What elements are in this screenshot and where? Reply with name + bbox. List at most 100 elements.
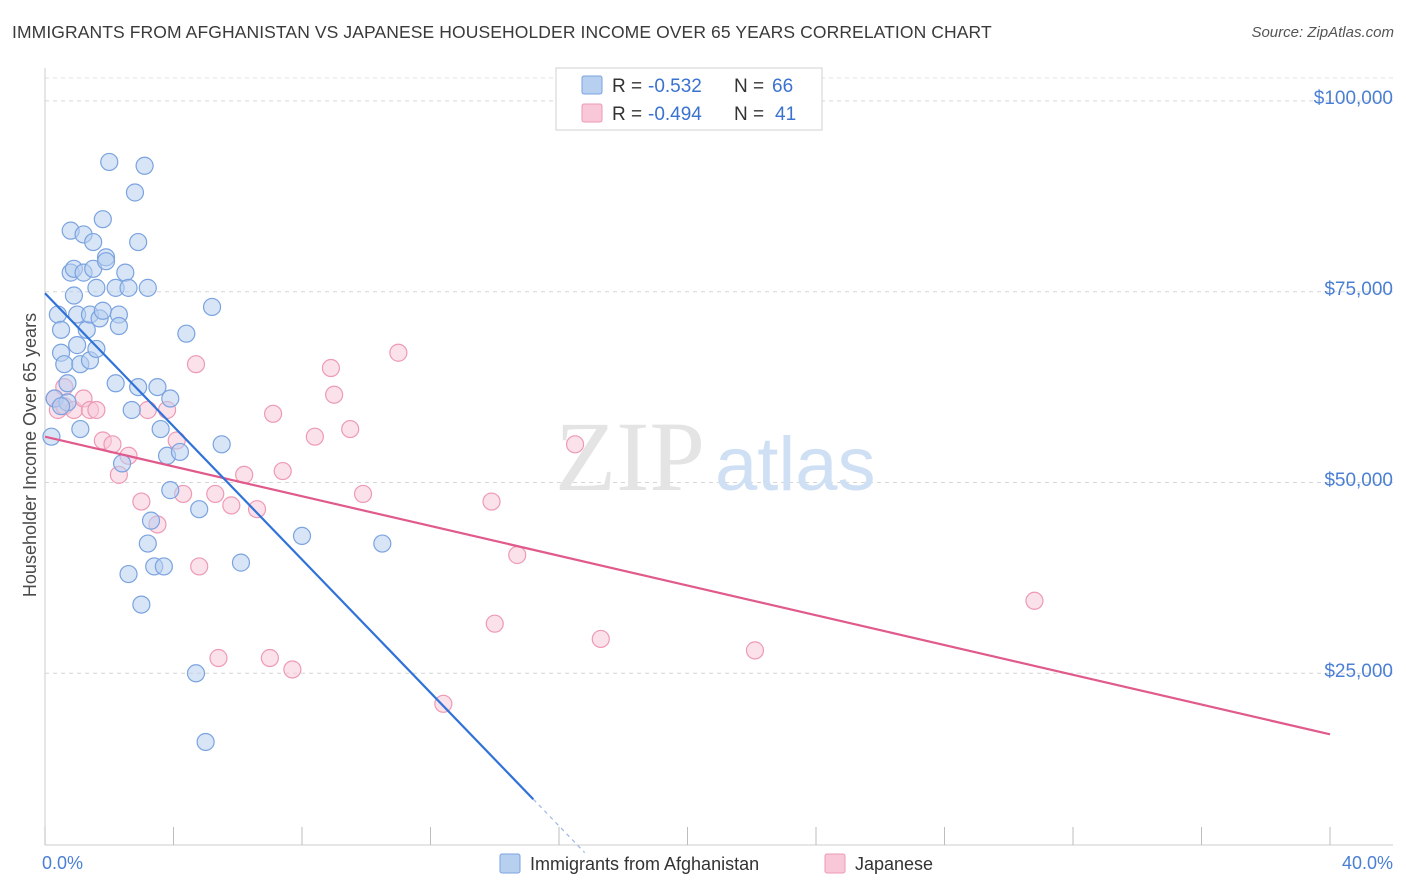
japanese-point-31	[325, 385, 344, 404]
afghanistan-point-0	[42, 427, 61, 446]
legend-blue-r-value: -0.532	[648, 76, 702, 97]
japanese-point-18	[186, 355, 206, 374]
afghanistan-point-58	[190, 500, 209, 519]
afghanistan-point-6	[58, 374, 77, 393]
japanese-point-42	[1025, 591, 1044, 610]
japanese-trend-line	[44, 435, 1331, 736]
afghanistan-point-29	[96, 252, 116, 271]
japanese-point-32	[341, 419, 360, 439]
afghanistan-point-5	[55, 355, 74, 374]
legend-bottom-blue-swatch	[499, 853, 521, 874]
japanese-point-40	[591, 629, 610, 649]
japanese-point-28	[283, 660, 302, 679]
japanese-point-36	[482, 492, 501, 511]
afghanistan-point-50	[151, 419, 170, 439]
y-tick-50000: $50,000	[1324, 470, 1393, 491]
legend-bottom-japanese: Japanese	[855, 854, 933, 874]
afghanistan-point-15	[71, 419, 90, 439]
afghanistan-point-21	[84, 232, 103, 252]
grid	[44, 68, 1393, 846]
japanese-point-30	[321, 358, 341, 378]
legend-pink-n-label: N =	[734, 104, 764, 125]
watermark-atlas: atlas	[715, 422, 876, 507]
legend-blue-n-value: 66	[772, 76, 793, 97]
afghanistan-point-62	[231, 553, 251, 572]
watermark-zip: ZIP	[555, 401, 705, 512]
afghanistan-point-59	[196, 732, 215, 752]
afghanistan-point-41	[129, 232, 148, 252]
japanese-point-26	[263, 404, 283, 423]
japanese-point-13	[138, 400, 157, 420]
y-axis-label: Householder Income Over 65 years	[20, 313, 40, 597]
japanese-point-19	[190, 557, 209, 576]
japanese-point-20	[206, 484, 225, 504]
chart-source: Source: ZipAtlas.com	[1251, 24, 1394, 41]
japanese-point-21	[209, 648, 228, 668]
afghanistan-point-44	[135, 156, 154, 175]
afghanistan-point-60	[202, 297, 222, 317]
legend-pink-n-value: 41	[775, 104, 796, 125]
japanese-point-29	[305, 427, 324, 446]
legend-top: R = -0.532 N = 66 R = -0.494 N = 41	[555, 67, 823, 131]
x-tick-max: 40.0%	[1342, 853, 1393, 873]
japanese-point-35	[434, 694, 453, 713]
afghanistan-point-64	[373, 534, 392, 553]
japanese-point-7	[87, 400, 106, 420]
afghanistan-point-27	[93, 210, 112, 229]
y-tick-25000: $25,000	[1324, 661, 1393, 682]
japanese-point-27	[273, 461, 292, 481]
japanese-point-22	[222, 496, 241, 515]
japanese-point-34	[389, 343, 408, 362]
y-tick-100000: $100,000	[1314, 88, 1393, 109]
legend-blue-n-label: N =	[734, 76, 764, 97]
japanese-point-41	[745, 641, 765, 660]
afghanistan-point-26	[93, 301, 112, 320]
legend-pink-r-label: R =	[612, 104, 642, 125]
y-tick-75000: $75,000	[1324, 279, 1393, 300]
afghanistan-point-42	[129, 377, 148, 397]
afghanistan-point-49	[148, 377, 167, 397]
afghanistan-trend-line	[44, 292, 535, 800]
afghanistan-point-65	[51, 397, 71, 416]
afghanistan-point-30	[100, 152, 119, 172]
x-tick-min: 0.0%	[42, 853, 83, 873]
trend-lines	[44, 292, 1331, 854]
afghanistan-point-63	[292, 526, 312, 546]
afghanistan-point-47	[141, 511, 161, 530]
afghanistan-point-45	[138, 278, 157, 297]
japanese-point-38	[508, 545, 527, 565]
afghanistan-point-51	[154, 557, 173, 576]
afghanistan-point-46	[138, 534, 157, 553]
afghanistan-point-61	[212, 435, 231, 454]
afghanistan-point-39	[122, 400, 141, 420]
afghanistan-point-23	[87, 278, 106, 297]
afghanistan-points	[42, 152, 392, 752]
afghanistan-point-31	[106, 374, 125, 393]
legend-pink-r-value: -0.494	[648, 104, 702, 125]
afghanistan-point-2	[48, 305, 67, 324]
legend-bottom-afghanistan: Immigrants from Afghanistan	[530, 854, 759, 874]
afghanistan-point-34	[109, 316, 128, 336]
japanese-point-24	[247, 500, 267, 519]
afghanistan-point-24	[87, 339, 106, 359]
legend-bottom-pink-swatch	[824, 853, 846, 874]
afghanistan-point-57	[186, 664, 206, 683]
legend-bottom: Immigrants from Afghanistan Japanese	[499, 853, 933, 874]
legend-blue-r-label: R =	[612, 76, 642, 97]
afghanistan-point-40	[125, 183, 145, 202]
afghanistan-point-35	[112, 454, 132, 473]
afghanistan-point-43	[132, 595, 151, 614]
japanese-point-39	[565, 435, 585, 454]
afghanistan-point-13	[68, 336, 87, 355]
legend-blue-swatch	[581, 75, 603, 95]
afghanistan-point-38	[119, 564, 138, 584]
japanese-point-33	[353, 484, 373, 504]
japanese-point-37	[485, 614, 504, 633]
japanese-point-25	[260, 648, 279, 668]
afghanistan-point-37	[119, 278, 138, 297]
chart-title: IMMIGRANTS FROM AFGHANISTAN VS JAPANESE …	[12, 22, 992, 42]
japanese-points	[45, 343, 1044, 713]
afghanistan-point-55	[170, 442, 190, 462]
afghanistan-point-56	[177, 324, 196, 343]
